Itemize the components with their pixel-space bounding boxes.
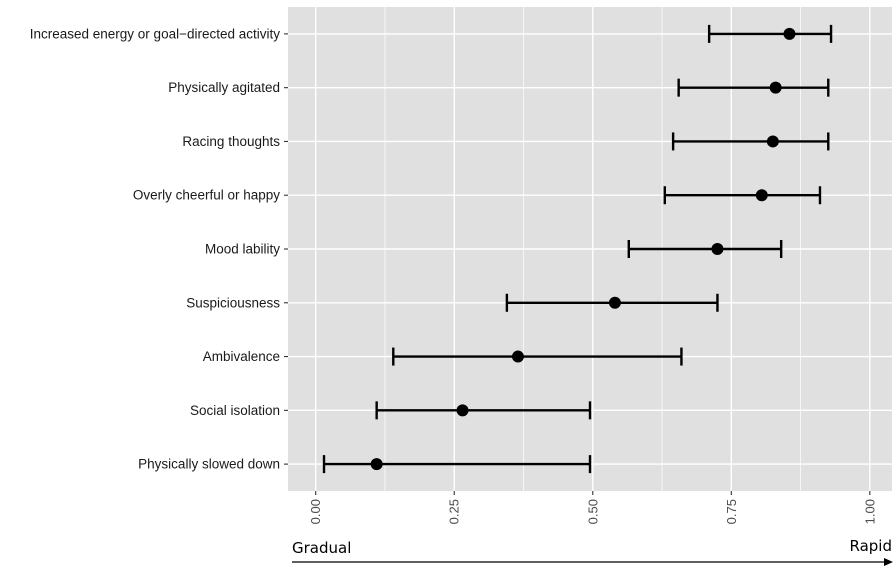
errorbar-row [392, 347, 683, 366]
x-tick-label: 1.00 [862, 499, 877, 524]
category-label: Suspiciousness [186, 295, 280, 310]
category-label: Mood lability [205, 242, 280, 257]
point-estimate [456, 404, 469, 417]
y-axis-ticks [284, 33, 288, 465]
errorbar-row [375, 401, 592, 420]
category-label: Ambivalence [203, 349, 280, 364]
point-estimate [711, 243, 724, 255]
errorbar-row [322, 455, 592, 474]
point-estimate [766, 135, 779, 148]
x-tick-label: 0.25 [447, 499, 462, 524]
error-bars [322, 24, 833, 474]
category-label: Physically slowed down [138, 457, 280, 472]
x-tick-label: 0.00 [308, 499, 323, 524]
x-tick-label: 0.75 [724, 499, 739, 524]
category-label: Social isolation [190, 403, 280, 418]
errorbar-row [505, 293, 719, 312]
errorbar-row [671, 132, 830, 151]
category-label: Overly cheerful or happy [133, 188, 280, 203]
errorbar-row [677, 78, 830, 97]
errorbar-row [707, 24, 833, 43]
category-label: Racing thoughts [182, 134, 280, 149]
x-axis-left-label: Gradual [292, 539, 351, 557]
x-axis-ticks [315, 491, 871, 495]
point-estimate [769, 81, 782, 94]
point-estimate [608, 296, 621, 309]
errorbar-row [663, 186, 822, 205]
point-estimate [511, 350, 524, 363]
category-label: Increased energy or goal−directed activi… [30, 26, 281, 41]
point-estimate [755, 189, 768, 202]
x-tick-label: 0.50 [585, 499, 600, 524]
point-estimate [783, 27, 796, 40]
category-label: Physically agitated [168, 80, 280, 95]
x-axis-right-label: Rapid [850, 537, 893, 555]
x-axis-tick-labels: 0.00 0.25 0.50 0.75 1.00 [308, 499, 877, 524]
errorbar-row [627, 240, 783, 258]
direction-arrow-head [884, 558, 893, 566]
y-axis-labels: Increased energy or goal−directed activi… [30, 26, 281, 471]
point-estimate [370, 458, 383, 471]
